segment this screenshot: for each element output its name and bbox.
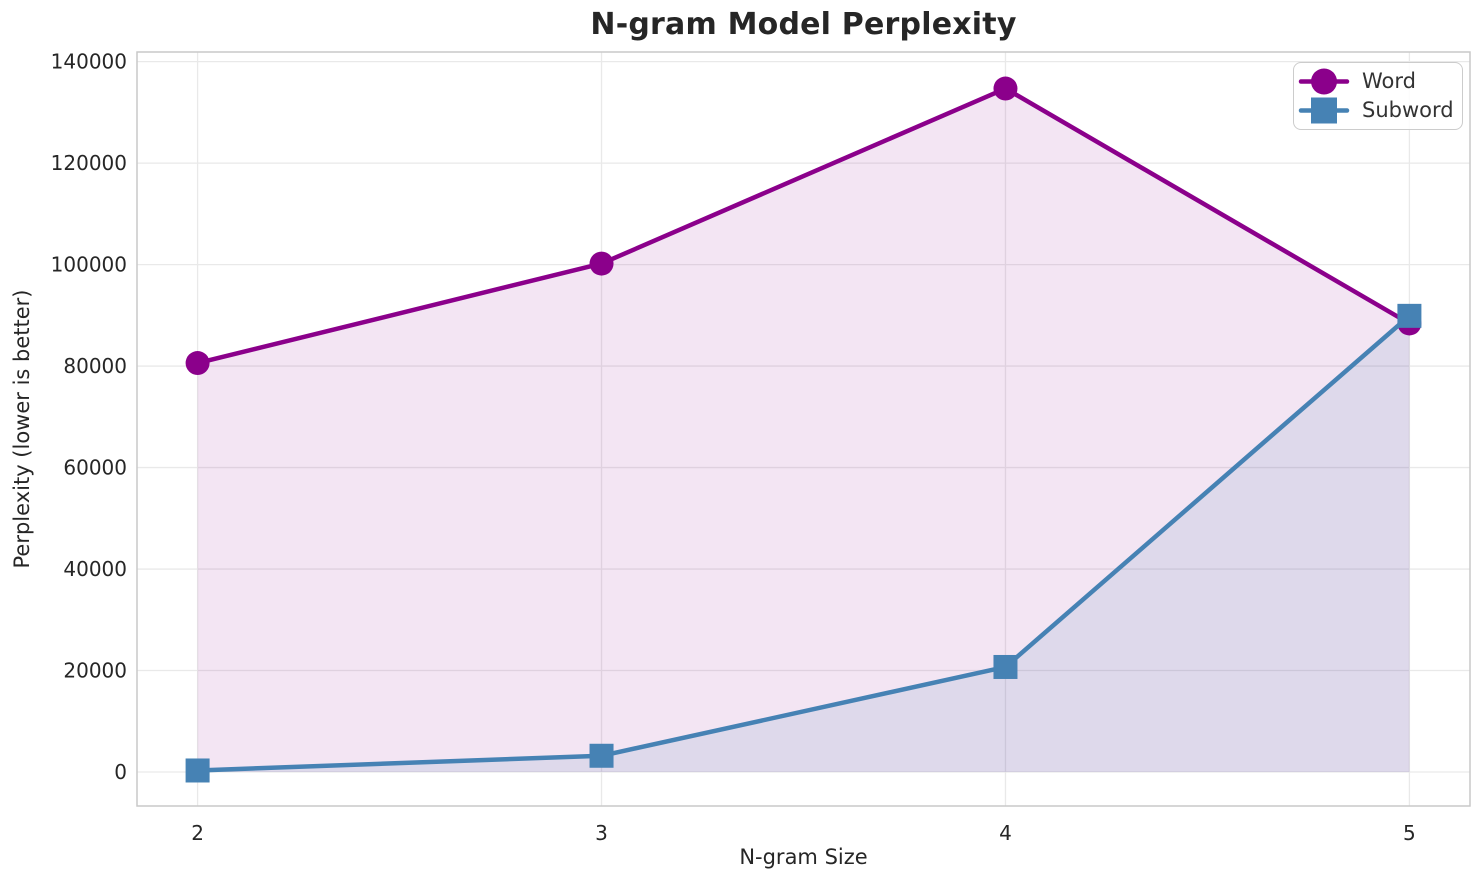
subword-line	[195, 313, 1412, 773]
legend: Word Subword	[1293, 62, 1463, 130]
y-tick-label: 40000	[63, 557, 127, 581]
plot-border	[136, 51, 1471, 807]
y-axis-label: Perplexity (lower is better)	[10, 289, 34, 569]
word-data-point-marker	[993, 76, 1018, 101]
legend-label-word: Word	[1362, 69, 1416, 93]
y-tick-label: 120000	[51, 151, 127, 175]
subword-data-point-marker	[589, 743, 614, 768]
legend-item-word: Word	[1298, 67, 1454, 96]
x-tick-label: 5	[1403, 821, 1416, 845]
x-axis-label: N-gram Size	[739, 845, 868, 869]
subword-data-point-marker	[185, 758, 210, 783]
legend-item-subword: Subword	[1298, 96, 1454, 125]
chart-title: N-gram Model Perplexity	[590, 7, 1017, 42]
y-tick-label: 80000	[63, 354, 127, 378]
word-line-circle-marker-icon	[1298, 68, 1350, 95]
subword-data-point-marker	[1397, 303, 1422, 328]
word-data-point-marker	[589, 251, 614, 276]
subword-fill-area	[197, 315, 1410, 773]
x-tick-label: 2	[191, 821, 204, 845]
y-tick-label: 0	[114, 760, 127, 784]
y-tick-label: 140000	[51, 50, 127, 74]
x-tick-label: 4	[999, 821, 1012, 845]
x-tick-label: 3	[595, 821, 608, 845]
word-data-point-marker	[185, 351, 210, 376]
y-tick-label: 100000	[51, 253, 127, 277]
word-fill-area	[197, 88, 1410, 773]
legend-label-subword: Subword	[1362, 98, 1454, 122]
y-tick-label: 20000	[63, 659, 127, 683]
subword-data-point-marker	[993, 654, 1018, 679]
word-line	[195, 86, 1412, 366]
y-tick-label: 60000	[63, 456, 127, 480]
subword-line-square-marker-icon	[1298, 97, 1350, 124]
